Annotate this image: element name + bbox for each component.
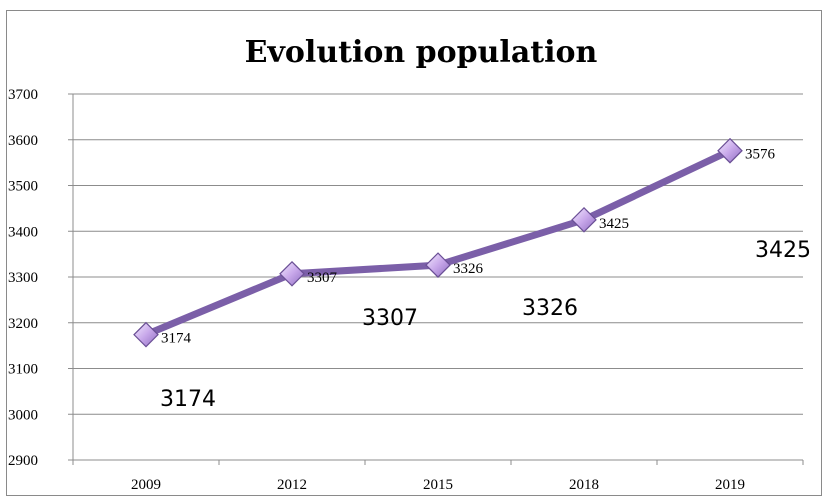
floating-labels: 3174 3307 3326 3425 <box>160 238 811 412</box>
data-labels: 3174 3307 3326 3425 3576 <box>161 147 776 347</box>
y-tick-label: 3500 <box>8 179 38 195</box>
series-line <box>142 147 734 339</box>
data-label: 3425 <box>599 216 629 232</box>
data-point-marker <box>425 252 451 278</box>
y-tick-label: 3400 <box>8 224 38 240</box>
y-tick-label: 3600 <box>8 133 38 149</box>
data-label: 3174 <box>161 331 192 347</box>
y-tick-label: 3000 <box>8 407 38 423</box>
x-tick-label: 2012 <box>277 477 307 493</box>
axes: 2900 3000 3100 3200 3300 3400 3500 3600 3700 2009… <box>8 87 804 493</box>
data-point-marker <box>279 260 305 287</box>
floating-value-label: 3307 <box>362 306 418 331</box>
data-point-marker <box>133 321 159 348</box>
series-population <box>133 137 743 348</box>
y-tick-label: 3100 <box>8 362 38 378</box>
data-label: 3576 <box>745 147 776 163</box>
data-label: 3326 <box>453 261 484 277</box>
data-label: 3307 <box>307 270 338 286</box>
y-tick-label: 2900 <box>8 453 38 469</box>
chart-title: Evolution population <box>245 35 598 70</box>
data-point-marker <box>571 206 597 233</box>
floating-value-label: 3326 <box>522 296 578 321</box>
floating-value-label: 3425 <box>755 238 811 263</box>
y-tick-label: 3700 <box>8 87 38 103</box>
chart-frame <box>6 10 822 496</box>
x-tick-label: 2019 <box>715 477 745 493</box>
x-tick-label: 2015 <box>423 477 453 493</box>
y-tick-label: 3300 <box>8 270 38 286</box>
x-tick-label: 2009 <box>131 477 161 493</box>
floating-value-label: 3174 <box>160 387 216 412</box>
y-tick-label: 3200 <box>8 316 38 332</box>
data-point-marker <box>717 137 743 164</box>
x-tick-label: 2018 <box>569 477 599 493</box>
